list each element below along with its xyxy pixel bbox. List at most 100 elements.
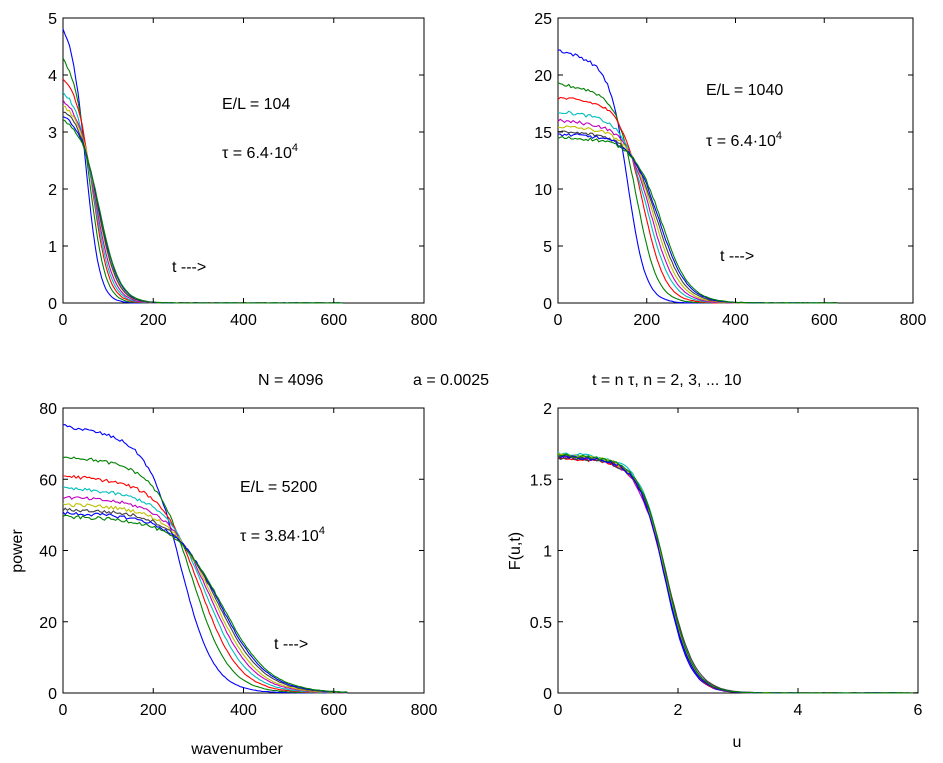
panel-bottom-right: 0 2 4 6 0 0.5 1 1.5 2 u F(u,t) — [507, 401, 923, 751]
x-tick-label: 4 — [794, 702, 803, 719]
t-label: t = n τ, n = 2, 3, ... 10 — [592, 372, 742, 389]
y-tick-label: 10 — [534, 182, 552, 199]
series-line — [62, 119, 343, 304]
series-group — [62, 424, 348, 694]
series-line — [557, 135, 838, 304]
y-tick-label: 20 — [39, 615, 57, 632]
series-group — [557, 49, 838, 304]
series-line — [63, 474, 348, 694]
series-line — [557, 453, 919, 694]
series-line — [557, 82, 838, 304]
series-line — [62, 456, 348, 694]
x-tick-label: 400 — [230, 702, 257, 719]
y-tick-label: 2 — [48, 182, 57, 199]
series-line — [557, 454, 919, 694]
series-line — [557, 455, 919, 694]
tau-exponent: 4 — [776, 130, 782, 142]
y-tick-label: 20 — [534, 68, 552, 85]
y-tick-label: 25 — [534, 11, 552, 28]
x-axis-label: u — [733, 734, 742, 751]
a-label: a = 0.0025 — [413, 372, 489, 389]
series-line — [62, 503, 348, 694]
tau-label: τ = 6.4·104 — [222, 142, 298, 162]
series-line — [557, 110, 838, 304]
x-tick-label: 400 — [722, 312, 749, 329]
x-tick-label: 600 — [811, 312, 838, 329]
series-line — [62, 514, 348, 693]
x-tick-label: 2 — [674, 702, 683, 719]
y-tick-label: 5 — [48, 11, 57, 28]
series-line — [557, 453, 919, 694]
energy-label: E/L = 5200 — [240, 479, 317, 496]
y-tick-label: 0.5 — [530, 615, 552, 632]
series-line — [557, 451, 919, 694]
y-axis-label: power — [9, 529, 26, 573]
series-line — [557, 453, 919, 694]
tick-group: 0 2 4 6 0 0.5 1 1.5 2 — [530, 401, 923, 719]
tick-group: 0 200 400 600 800 0 1 2 3 4 5 — [48, 11, 437, 329]
tau-base: τ = 6.4·10 — [222, 145, 292, 162]
series-line — [557, 456, 918, 694]
series-line — [62, 507, 348, 694]
y-tick-label: 0 — [543, 686, 552, 703]
energy-label: E/L = 1040 — [706, 82, 783, 99]
panel-bottom-left: 0 200 400 600 800 0 20 40 60 80 E/L = 5200 τ = 3.… — [9, 401, 437, 758]
x-tick-label: 6 — [914, 702, 923, 719]
panel-top-left: 0 200 400 600 800 0 1 2 3 4 5 E/L = 104 τ = 6.4·10… — [48, 11, 437, 329]
x-tick-label: 0 — [554, 702, 563, 719]
series-line — [557, 96, 838, 304]
series-line — [62, 486, 348, 694]
x-tick-label: 400 — [230, 312, 257, 329]
x-tick-label: 0 — [554, 312, 563, 329]
time-arrow-label: t ---> — [172, 259, 206, 276]
y-tick-label: 60 — [39, 472, 57, 489]
y-tick-label: 0 — [543, 296, 552, 313]
axes-box — [557, 407, 919, 694]
x-axis-label: wavenumber — [190, 741, 283, 758]
x-tick-label: 0 — [59, 312, 68, 329]
tau-base: τ = 6.4·10 — [706, 133, 776, 150]
series-line — [557, 454, 919, 694]
time-arrow-label: t ---> — [274, 636, 308, 653]
x-tick-label: 200 — [140, 702, 167, 719]
y-tick-label: 1 — [48, 239, 57, 256]
y-tick-label: 40 — [39, 544, 57, 561]
y-tick-label: 4 — [48, 68, 57, 85]
x-tick-label: 800 — [411, 702, 438, 719]
y-axis-label: F(u,t) — [507, 532, 524, 570]
x-tick-label: 0 — [59, 702, 68, 719]
series-group — [62, 28, 343, 304]
series-line — [557, 125, 838, 304]
x-tick-label: 200 — [633, 312, 660, 329]
series-line — [557, 118, 838, 304]
tau-exponent: 4 — [319, 525, 325, 537]
x-tick-label: 800 — [900, 312, 927, 329]
tau-label: τ = 6.4·104 — [706, 130, 782, 150]
tau-exponent: 4 — [292, 142, 298, 154]
x-tick-label: 600 — [320, 702, 347, 719]
y-tick-label: 0 — [48, 686, 57, 703]
tick-group: 0 200 400 600 800 0 20 40 60 80 — [39, 401, 437, 719]
tau-base: τ = 3.84·10 — [240, 528, 319, 545]
x-tick-label: 600 — [320, 312, 347, 329]
y-tick-label: 0 — [48, 296, 57, 313]
y-tick-label: 1 — [543, 544, 552, 561]
time-arrow-label: t ---> — [720, 248, 754, 265]
series-line — [557, 456, 918, 694]
y-tick-label: 5 — [543, 239, 552, 256]
tau-label: τ = 3.84·104 — [240, 525, 325, 545]
energy-label: E/L = 104 — [222, 96, 290, 113]
y-tick-label: 1.5 — [530, 472, 552, 489]
series-line — [557, 130, 838, 304]
y-tick-label: 15 — [534, 125, 552, 142]
y-tick-label: 2 — [543, 401, 552, 418]
series-group — [557, 451, 919, 694]
series-line — [62, 495, 348, 694]
series-line — [558, 132, 838, 304]
y-tick-label: 80 — [39, 401, 57, 418]
series-line — [557, 49, 838, 304]
n-label: N = 4096 — [258, 372, 323, 389]
tick-group: 0 200 400 600 800 0 5 10 15 20 25 — [534, 11, 926, 329]
y-tick-label: 3 — [48, 125, 57, 142]
